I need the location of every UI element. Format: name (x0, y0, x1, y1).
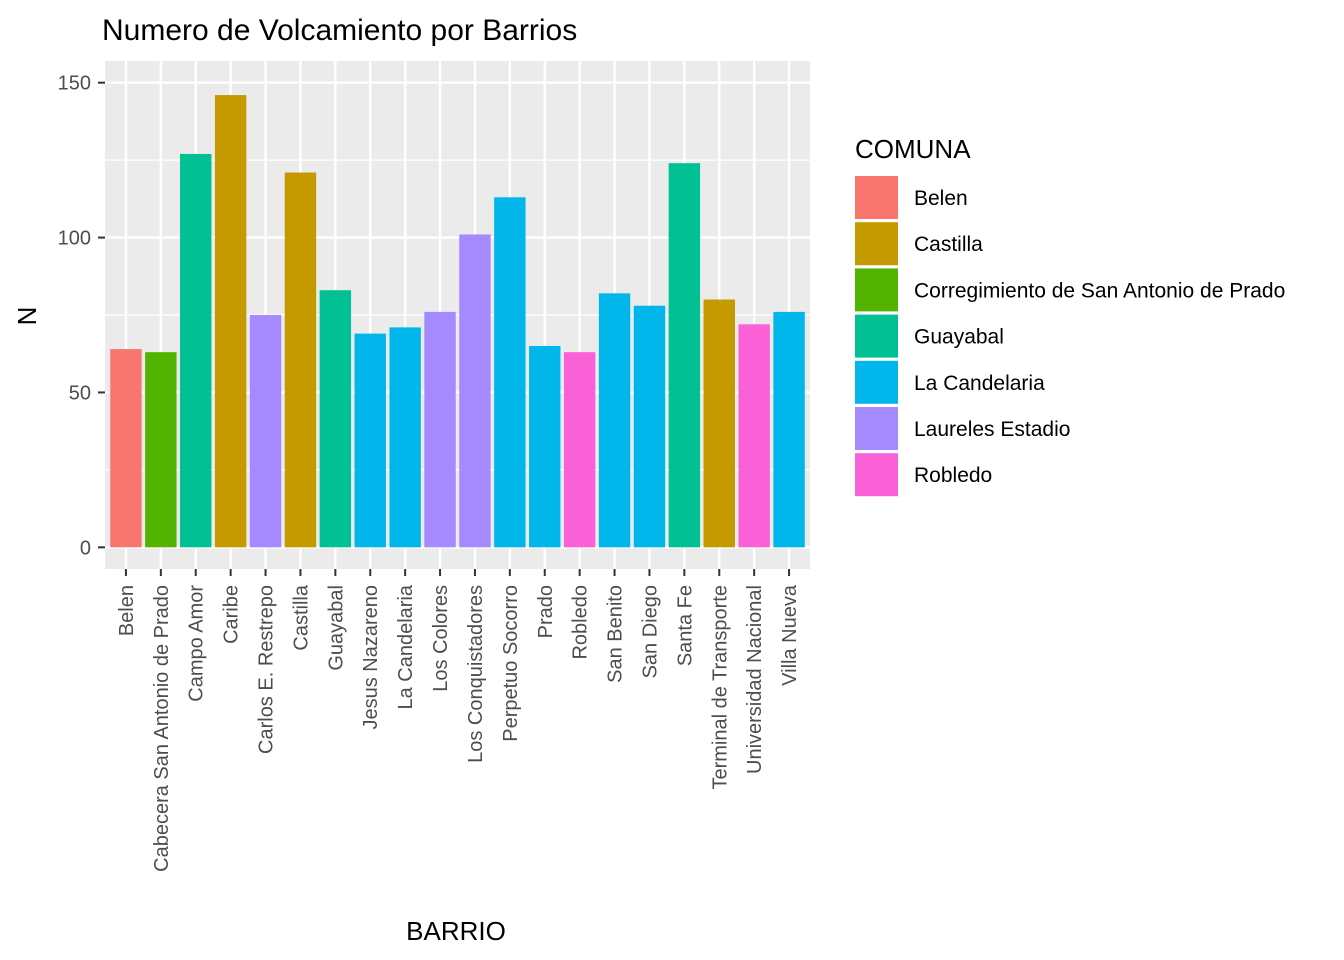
bar-16 (633, 305, 666, 548)
legend-label: Corregimiento de San Antonio de Prado (914, 279, 1285, 302)
x-tick-label: Prado (535, 585, 557, 638)
x-tick-label: Campo Amor (186, 585, 208, 702)
bar-18 (703, 299, 735, 548)
legend-title: COMUNA (855, 134, 971, 164)
x-tick-label: Los Conquistadores (465, 585, 487, 763)
legend-label: Laureles Estadio (914, 418, 1070, 441)
y-tick-label: 100 (58, 228, 91, 250)
x-tick-label: Santa Fe (674, 585, 696, 666)
legend-key (855, 453, 898, 497)
x-tick-label: San Diego (639, 585, 661, 678)
bar-17 (668, 163, 701, 548)
x-tick-label: Jesus Nazareno (360, 585, 382, 730)
legend-label: Robledo (914, 464, 992, 487)
bar-11 (459, 234, 491, 548)
x-tick-label: Los Colores (430, 585, 452, 692)
legend-label: Belen (914, 187, 968, 210)
chart-title: Numero de Volcamiento por Barrios (102, 14, 577, 47)
bar-5 (249, 315, 282, 548)
bar-1 (110, 349, 142, 548)
legend-label: Castilla (914, 233, 983, 256)
x-tick-label: Guayabal (325, 585, 347, 671)
x-tick-label: Robledo (570, 585, 592, 660)
bar-15 (598, 293, 631, 548)
bar-6 (284, 172, 317, 548)
bar-7 (319, 290, 352, 548)
bar-19 (738, 324, 770, 548)
y-tick-label: 50 (69, 382, 91, 404)
x-tick-label: Cabecera San Antonio de Prado (151, 585, 173, 872)
legend-label: La Candelaria (914, 372, 1045, 395)
legend-key (855, 268, 898, 312)
bar-9 (389, 327, 421, 548)
x-axis: Belen Cabecera San Antonio de Prado Campo … (116, 569, 801, 872)
x-axis-title: BARRIO (406, 916, 506, 946)
x-tick-label: San Benito (605, 585, 627, 683)
y-axis-title: N (12, 307, 42, 326)
x-tick-label: Castilla (290, 584, 312, 650)
bar-14 (563, 352, 596, 548)
bar-10 (424, 311, 456, 548)
bar-2 (145, 352, 177, 548)
bar-13 (529, 345, 561, 548)
y-tick-label: 0 (80, 537, 91, 559)
bar-8 (354, 333, 386, 548)
x-tick-label: La Candelaria (395, 584, 417, 709)
bar-12 (494, 197, 526, 548)
bar-3 (180, 153, 212, 548)
bar-20 (773, 311, 805, 548)
legend-key (855, 176, 898, 219)
legend-label: Guayabal (914, 326, 1004, 349)
x-tick-label: Terminal de Transporte (709, 585, 731, 790)
x-tick-label: Belen (116, 585, 138, 636)
x-tick-label: Caribe (221, 585, 243, 644)
bars (110, 95, 805, 548)
y-axis: 0 50 100 150 (58, 73, 105, 559)
x-tick-label: Perpetuo Socorro (500, 585, 522, 742)
x-tick-label: Villa Nueva (779, 584, 801, 686)
legend-key (855, 222, 898, 266)
legend-key (855, 360, 898, 404)
bar-4 (214, 95, 247, 548)
y-tick-label: 150 (58, 73, 91, 95)
legend: COMUNA Belen Castilla Corregimiento de San… (855, 134, 1285, 497)
x-tick-label: Carlos E. Restrepo (256, 585, 278, 754)
legend-key (855, 407, 898, 450)
x-tick-label: Universidad Nacional (744, 585, 766, 774)
legend-key (855, 314, 898, 358)
